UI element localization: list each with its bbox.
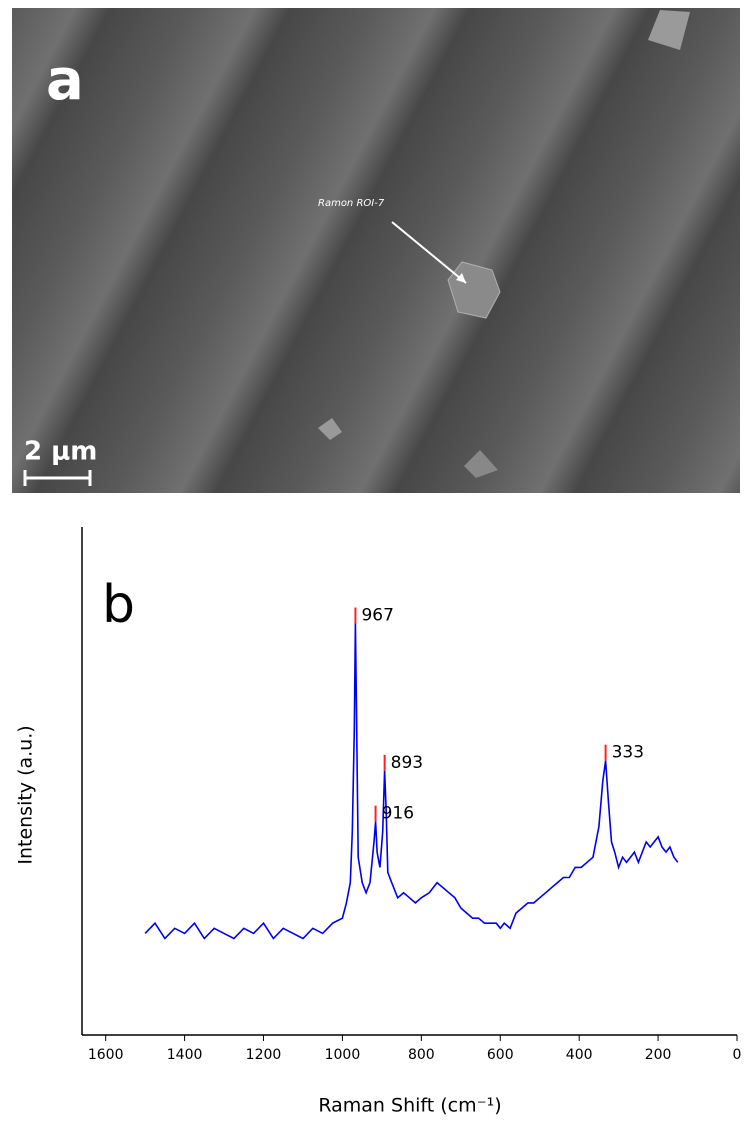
x-tick-label: 1000 (325, 1047, 361, 1063)
x-tick-label: 1200 (246, 1047, 282, 1063)
peak-label: 967 (361, 606, 393, 626)
crystal (318, 418, 342, 440)
sem-background (12, 8, 740, 493)
crystal (464, 450, 498, 478)
peak-label: 893 (391, 753, 423, 773)
sem-image: Ramon ROI-7 a 2 μm (12, 8, 740, 493)
crystal (648, 10, 690, 50)
spectrum-line (144, 623, 679, 940)
x-tick-label: 400 (566, 1047, 593, 1063)
y-axis-label: Intensity (a.u.) (15, 725, 37, 864)
x-tick-label: 600 (487, 1047, 514, 1063)
peak-label: 916 (382, 804, 414, 824)
panel-label: a (46, 48, 84, 113)
peak-label: 333 (612, 743, 644, 763)
panel-label: b (102, 575, 135, 635)
x-tick-label: 1600 (88, 1047, 124, 1063)
x-tick-label: 0 (733, 1047, 742, 1063)
x-tick-label: 800 (408, 1047, 435, 1063)
x-tick-label: 1400 (167, 1047, 203, 1063)
pointer-arrow (391, 221, 467, 284)
arrow-head (456, 273, 466, 283)
x-axis-label: Raman Shift (cm⁻¹) (318, 1095, 501, 1117)
scale-bar-label: 2 μm (24, 437, 97, 467)
x-tick-label: 200 (645, 1047, 672, 1063)
roi-label: Ramon ROI-7 (318, 198, 385, 209)
